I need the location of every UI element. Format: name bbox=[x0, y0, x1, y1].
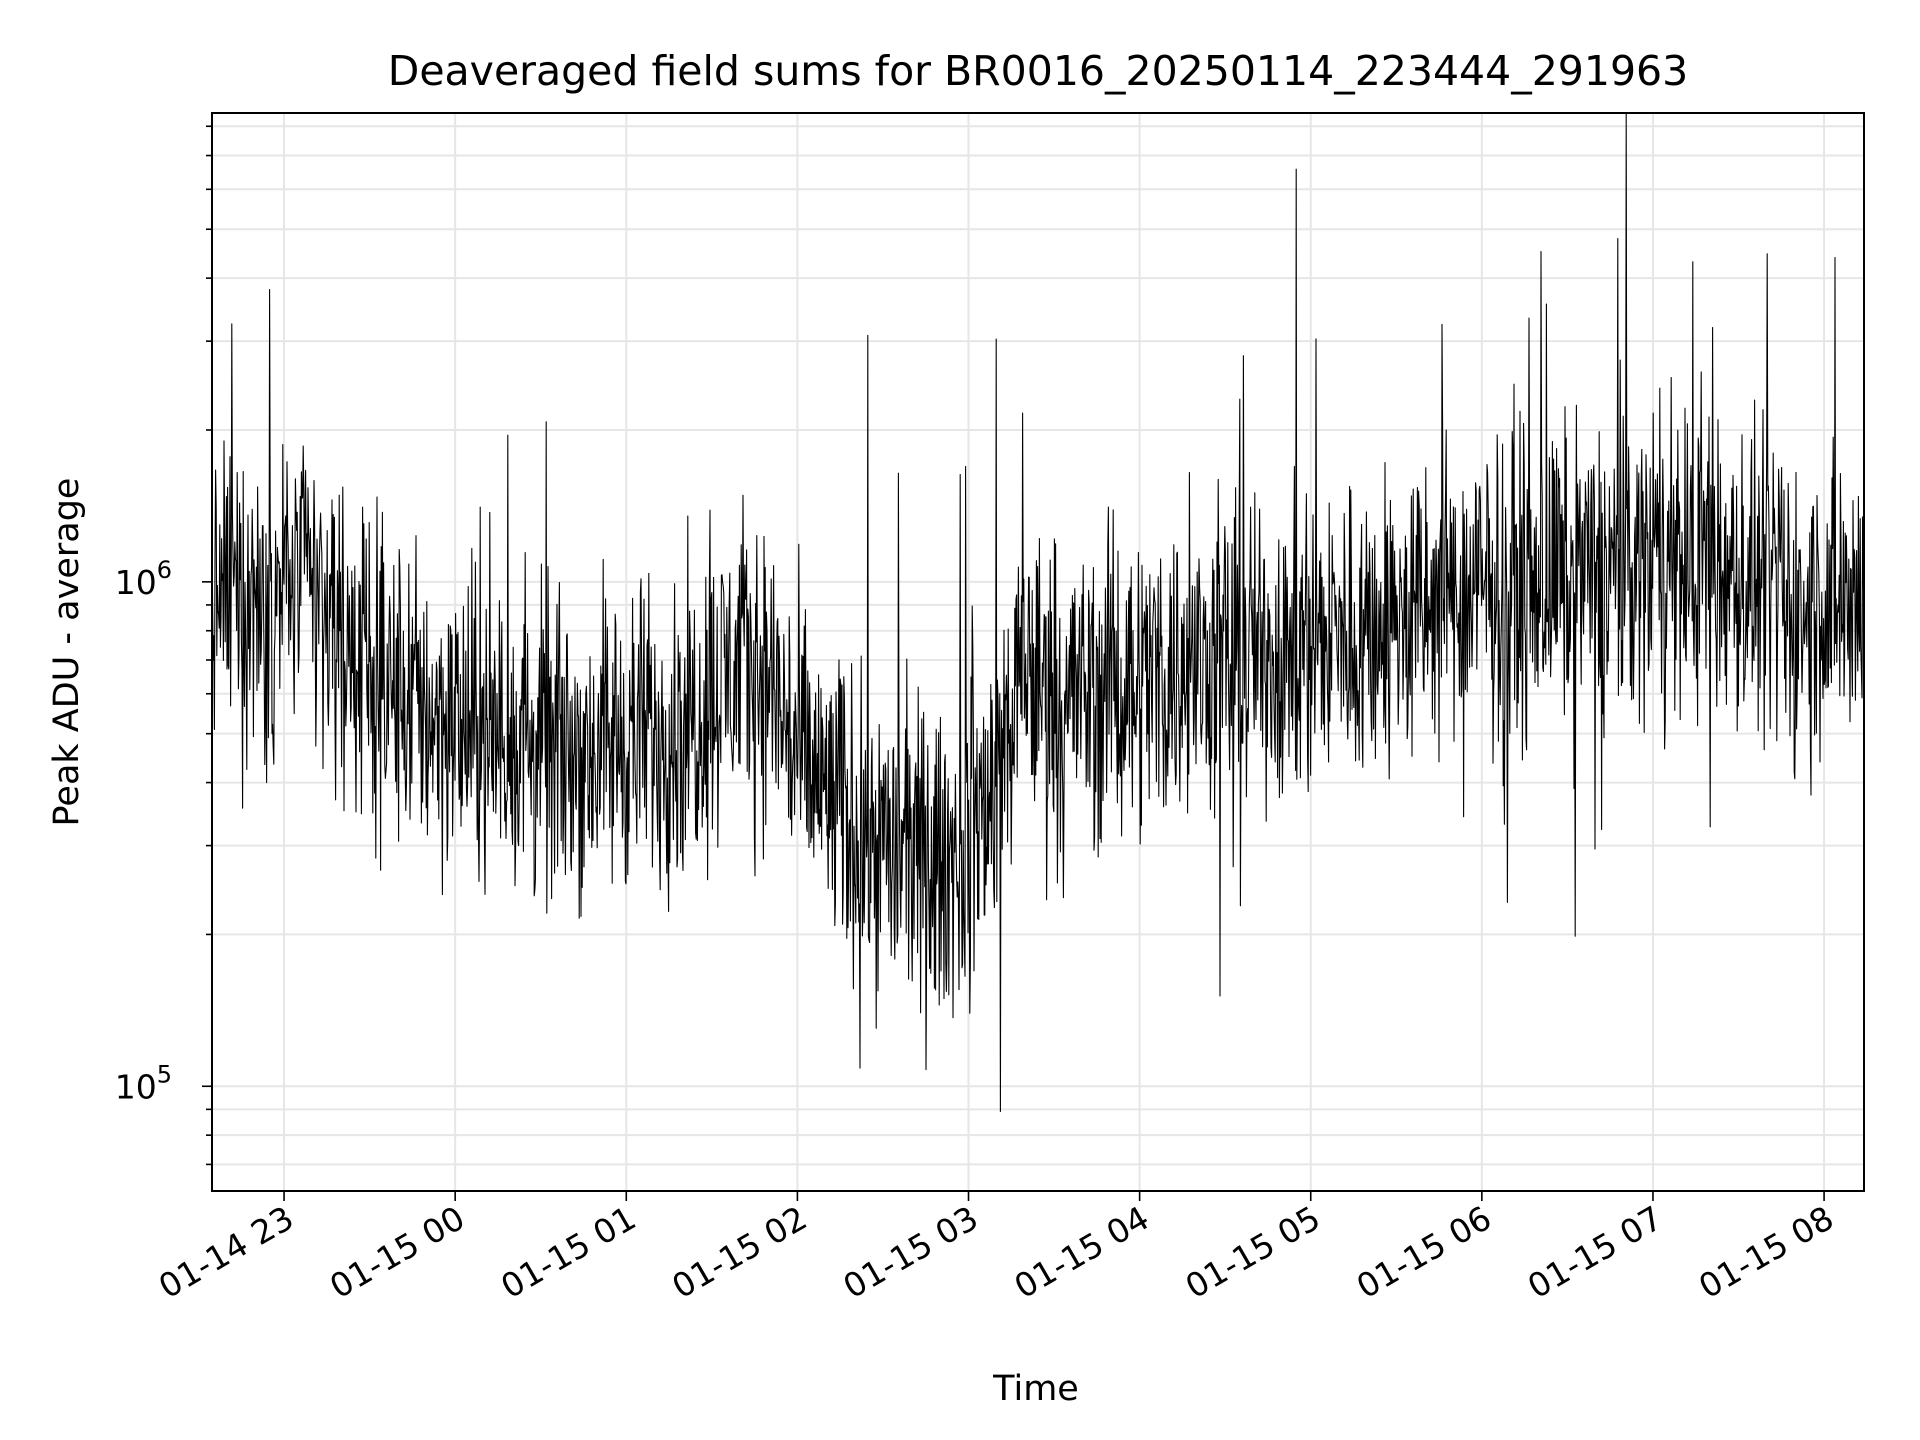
series-layer bbox=[212, 113, 1864, 1113]
x-axis-label: Time bbox=[992, 1369, 1079, 1409]
plot-area bbox=[212, 113, 1864, 1113]
plot-frame bbox=[211, 112, 1865, 1192]
y-tick-label: 106 bbox=[115, 556, 172, 602]
series-line bbox=[212, 113, 1864, 1113]
y-axis-label: Peak ADU - average bbox=[47, 478, 87, 827]
y-tick-label: 105 bbox=[115, 1060, 172, 1106]
chart-title: Deaveraged field sums for BR0016_2025011… bbox=[388, 47, 1688, 95]
